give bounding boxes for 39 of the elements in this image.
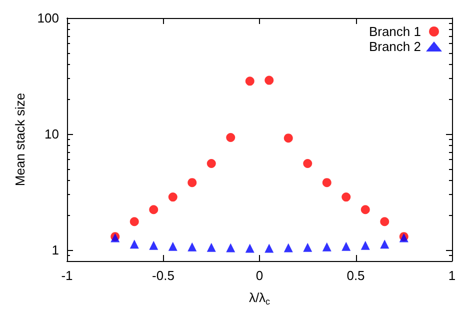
point bbox=[245, 244, 254, 253]
point bbox=[168, 242, 178, 251]
point bbox=[188, 242, 197, 252]
point bbox=[284, 243, 293, 252]
legend-label: Branch 1 bbox=[368, 24, 421, 39]
point bbox=[206, 242, 216, 252]
point bbox=[360, 205, 370, 214]
point bbox=[360, 240, 370, 250]
point bbox=[284, 134, 293, 143]
point bbox=[168, 192, 178, 202]
y-axis-title: Mean stack size bbox=[12, 92, 28, 186]
point bbox=[303, 159, 312, 168]
x-tick-label: 1 bbox=[448, 268, 456, 283]
y-tick-label: 10 bbox=[44, 126, 59, 142]
x-tick-label: 0 bbox=[256, 268, 264, 283]
x-tick-label: 0.5 bbox=[346, 268, 365, 283]
point bbox=[149, 205, 158, 214]
point bbox=[130, 240, 139, 249]
point bbox=[322, 178, 332, 188]
point bbox=[226, 133, 236, 142]
point bbox=[380, 240, 390, 249]
point bbox=[322, 242, 332, 252]
y-tick-label: 1 bbox=[52, 242, 59, 258]
point bbox=[342, 192, 351, 202]
point bbox=[188, 178, 197, 188]
point bbox=[264, 244, 274, 253]
legend-label: Branch 2 bbox=[368, 39, 421, 54]
point bbox=[264, 76, 274, 85]
x-tick-label: -1 bbox=[61, 268, 73, 283]
point bbox=[206, 159, 216, 168]
point bbox=[380, 217, 390, 226]
y-tick-label: 100 bbox=[37, 10, 59, 26]
point bbox=[342, 242, 351, 251]
point bbox=[303, 242, 312, 252]
point bbox=[245, 76, 254, 86]
point bbox=[149, 240, 158, 250]
x-tick-label: -0.5 bbox=[152, 268, 174, 283]
point bbox=[226, 243, 236, 252]
point bbox=[130, 217, 139, 226]
